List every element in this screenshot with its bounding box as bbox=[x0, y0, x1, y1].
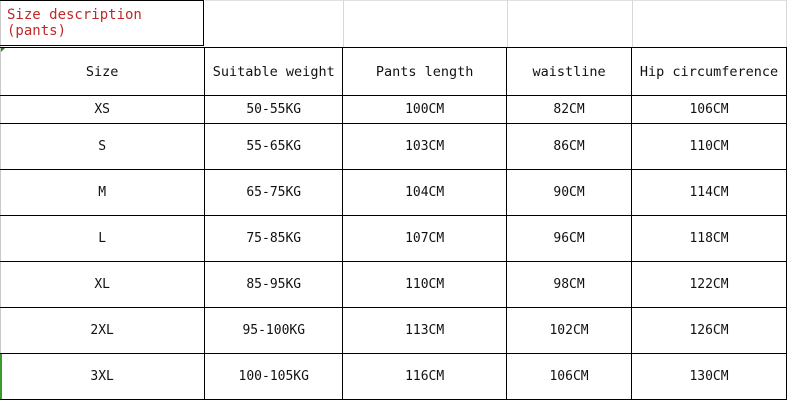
cell-waistline: 86CM bbox=[506, 123, 633, 170]
cell-weight: 95-100KG bbox=[204, 307, 344, 354]
cell-weight: 85-95KG bbox=[204, 261, 344, 308]
gridline bbox=[205, 0, 787, 1]
cell-hip: 130CM bbox=[631, 353, 787, 400]
size-table: Size Suitable weight Pants length waistl… bbox=[0, 47, 787, 400]
cell-hip: 110CM bbox=[631, 123, 787, 170]
cell-size: 2XL bbox=[0, 307, 206, 354]
table-row: XL 85-95KG 110CM 98CM 122CM bbox=[0, 261, 787, 308]
cell-waistline: 90CM bbox=[506, 169, 633, 216]
table-row: S 55-65KG 103CM 86CM 110CM bbox=[0, 123, 787, 170]
table-row: L 75-85KG 107CM 96CM 118CM bbox=[0, 215, 787, 262]
header-pants-length: Pants length bbox=[342, 47, 508, 96]
gridline bbox=[343, 0, 344, 47]
cell-size: XS bbox=[0, 95, 206, 124]
cell-weight: 75-85KG bbox=[204, 215, 344, 262]
cell-pants-length: 107CM bbox=[342, 215, 508, 262]
table-row: 3XL 100-105KG 116CM 106CM 130CM bbox=[0, 353, 787, 400]
gridline bbox=[632, 0, 633, 47]
table-row: XS 50-55KG 100CM 82CM 106CM bbox=[0, 95, 787, 124]
table-title: Size description (pants) bbox=[0, 0, 204, 46]
cell-weight: 65-75KG bbox=[204, 169, 344, 216]
cell-waistline: 106CM bbox=[506, 353, 633, 400]
header-row: Size Suitable weight Pants length waistl… bbox=[0, 47, 787, 96]
cell-size: 3XL bbox=[0, 353, 206, 400]
cell-pants-length: 113CM bbox=[342, 307, 508, 354]
cell-hip: 114CM bbox=[631, 169, 787, 216]
cell-weight: 50-55KG bbox=[204, 95, 344, 124]
cell-pants-length: 116CM bbox=[342, 353, 508, 400]
cell-size: XL bbox=[0, 261, 206, 308]
cell-hip: 126CM bbox=[631, 307, 787, 354]
cell-size: L bbox=[0, 215, 206, 262]
cell-pants-length: 110CM bbox=[342, 261, 508, 308]
cell-waistline: 102CM bbox=[506, 307, 633, 354]
header-waistline: waistline bbox=[506, 47, 633, 96]
cell-hip: 106CM bbox=[631, 95, 787, 124]
cell-size: M bbox=[0, 169, 206, 216]
cell-waistline: 82CM bbox=[506, 95, 633, 124]
cell-pants-length: 103CM bbox=[342, 123, 508, 170]
cell-pants-length: 100CM bbox=[342, 95, 508, 124]
gridline bbox=[507, 0, 508, 47]
cell-size: S bbox=[0, 123, 206, 170]
header-hip: Hip circumference bbox=[631, 47, 787, 96]
table-row: 2XL 95-100KG 113CM 102CM 126CM bbox=[0, 307, 787, 354]
cell-waistline: 98CM bbox=[506, 261, 633, 308]
cell-weight: 55-65KG bbox=[204, 123, 344, 170]
cell-weight: 100-105KG bbox=[204, 353, 344, 400]
cell-pants-length: 104CM bbox=[342, 169, 508, 216]
cell-waistline: 96CM bbox=[506, 215, 633, 262]
cell-hip: 118CM bbox=[631, 215, 787, 262]
table-row: M 65-75KG 104CM 90CM 114CM bbox=[0, 169, 787, 216]
header-size: Size bbox=[0, 47, 206, 96]
cell-hip: 122CM bbox=[631, 261, 787, 308]
header-weight: Suitable weight bbox=[204, 47, 344, 96]
